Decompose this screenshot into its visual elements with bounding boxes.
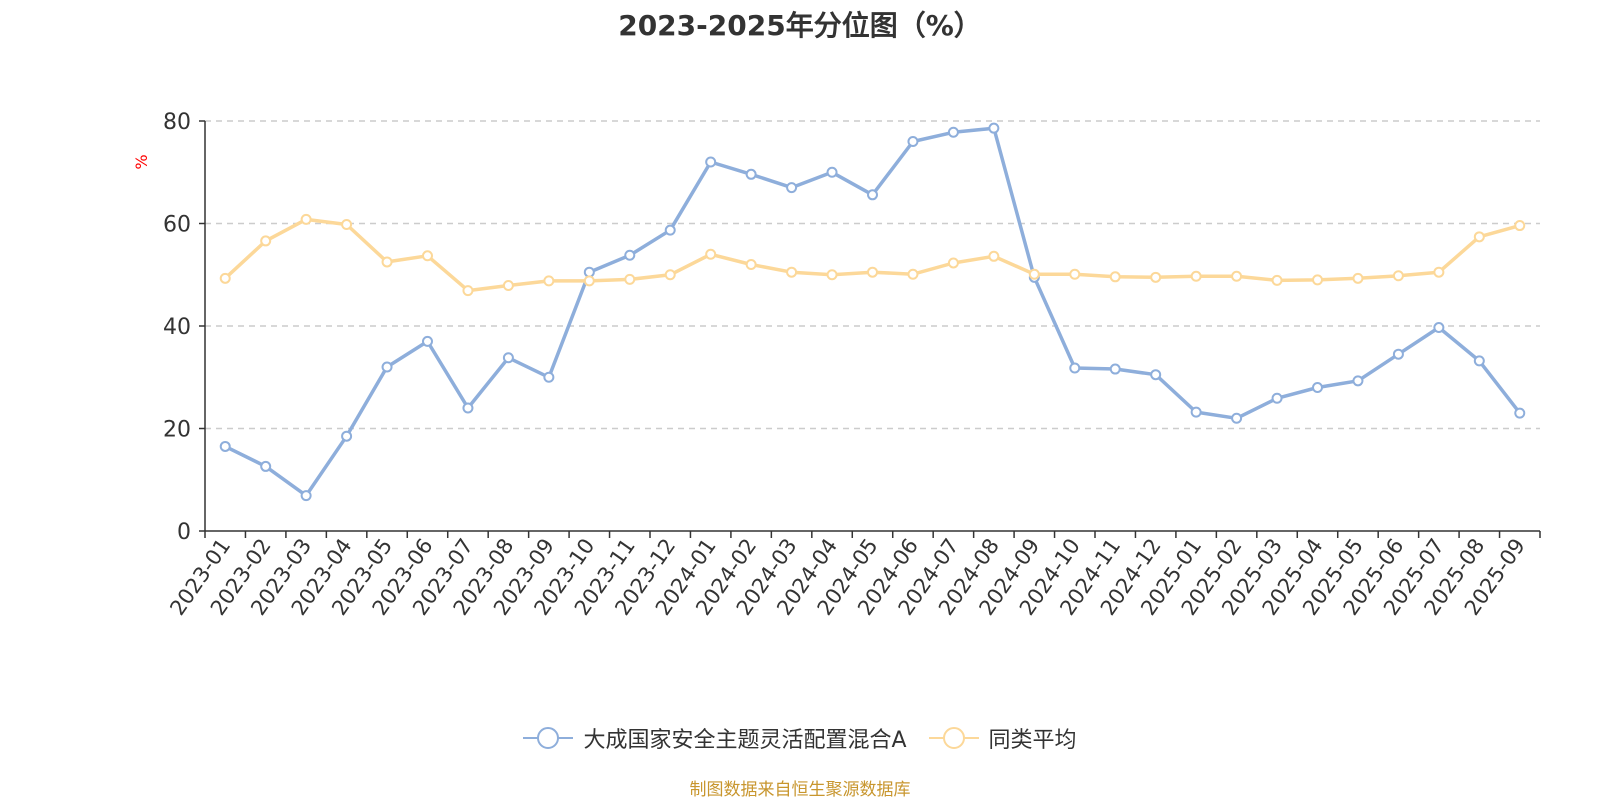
series-point-0[interactable] — [462, 402, 474, 414]
series-point-0[interactable] — [260, 460, 272, 472]
series-point-1[interactable] — [502, 280, 514, 292]
series-point-1[interactable] — [1271, 274, 1283, 286]
series-point-0[interactable] — [1312, 382, 1323, 393]
legend-fund-icon — [523, 727, 574, 749]
series-point-0[interactable] — [1190, 406, 1202, 418]
series-point-0[interactable] — [1231, 412, 1243, 424]
y-axis-unit-label: % — [132, 154, 151, 169]
series-point-0[interactable] — [988, 122, 1000, 134]
series-point-0[interactable] — [705, 156, 717, 168]
series-point-0[interactable] — [300, 490, 312, 502]
series-point-0[interactable] — [867, 189, 878, 201]
series-point-0[interactable] — [219, 440, 231, 452]
series-point-1[interactable] — [1392, 270, 1404, 282]
y-tick-label: 20 — [163, 418, 191, 443]
series-point-0[interactable] — [1352, 375, 1364, 387]
y-tick-label: 80 — [163, 110, 191, 135]
chart-title: 2023-2025年分位图（%） — [618, 9, 982, 42]
series-point-1[interactable] — [664, 269, 676, 281]
series-point-1[interactable] — [1190, 270, 1202, 282]
series-point-1[interactable] — [1473, 231, 1485, 243]
series-point-0[interactable] — [1514, 407, 1526, 419]
series-point-1[interactable] — [1028, 268, 1040, 280]
y-tick-label: 0 — [177, 520, 191, 545]
series-point-1[interactable] — [1150, 271, 1162, 283]
series-point-1[interactable] — [1312, 274, 1323, 286]
legend-average-icon — [928, 727, 979, 749]
series-point-1[interactable] — [583, 275, 595, 287]
source-note: 制图数据来自恒生聚源数据库 — [689, 780, 911, 800]
legend-label-average: 同类平均 — [988, 728, 1077, 753]
series-point-1[interactable] — [422, 250, 433, 262]
series-point-1[interactable] — [786, 266, 798, 278]
series-point-0[interactable] — [1433, 322, 1445, 334]
series-point-1[interactable] — [947, 257, 959, 269]
series-point-1[interactable] — [1514, 220, 1526, 232]
series-point-1[interactable] — [300, 213, 312, 225]
series-point-1[interactable] — [624, 273, 636, 285]
series-point-0[interactable] — [502, 352, 514, 364]
series-point-1[interactable] — [705, 248, 717, 260]
y-tick-label: 40 — [163, 315, 191, 340]
series-point-0[interactable] — [1271, 392, 1283, 404]
series-point-0[interactable] — [1150, 369, 1162, 381]
series-point-0[interactable] — [1069, 362, 1081, 374]
series-point-1[interactable] — [907, 268, 919, 280]
series-point-0[interactable] — [947, 126, 959, 138]
series-point-0[interactable] — [907, 136, 919, 147]
series-point-1[interactable] — [219, 272, 231, 284]
series-point-0[interactable] — [1109, 363, 1121, 375]
series-point-0[interactable] — [1392, 348, 1404, 360]
series-line-1 — [223, 217, 1522, 293]
series-point-0[interactable] — [624, 249, 636, 261]
series-point-0[interactable] — [341, 430, 353, 442]
series-point-1[interactable] — [826, 269, 838, 281]
series-point-1[interactable] — [462, 285, 474, 297]
series-point-1[interactable] — [381, 256, 393, 268]
series-point-1[interactable] — [260, 235, 272, 247]
legend-item-average[interactable]: 同类平均 — [928, 722, 1077, 754]
series-point-1[interactable] — [867, 266, 878, 278]
series-layer — [219, 122, 1526, 502]
series-point-1[interactable] — [543, 275, 555, 287]
series-point-1[interactable] — [1433, 266, 1445, 278]
legend-item-fund[interactable]: 大成国家安全主题灵活配置混合A — [523, 722, 907, 754]
series-point-0[interactable] — [745, 168, 757, 180]
grid-layer — [205, 120, 1540, 430]
legend: 大成国家安全主题灵活配置混合A 同类平均 — [0, 722, 1600, 754]
series-point-1[interactable] — [1231, 270, 1243, 282]
series-point-0[interactable] — [381, 361, 393, 373]
series-line-0 — [223, 126, 1522, 498]
series-point-1[interactable] — [1352, 272, 1364, 284]
y-tick-label: 60 — [163, 213, 191, 238]
legend-label-fund: 大成国家安全主题灵活配置混合A — [583, 728, 907, 753]
series-point-1[interactable] — [1109, 271, 1121, 283]
series-point-1[interactable] — [988, 250, 1000, 262]
series-point-0[interactable] — [543, 371, 555, 383]
series-point-1[interactable] — [745, 259, 757, 270]
series-point-0[interactable] — [1473, 355, 1485, 367]
series-point-1[interactable] — [1069, 268, 1081, 280]
series-point-0[interactable] — [583, 266, 595, 278]
series-point-1[interactable] — [341, 219, 353, 231]
series-point-0[interactable] — [422, 335, 433, 347]
series-point-0[interactable] — [664, 224, 676, 236]
axis-layer: 0204060802023-012023-022023-032023-04202… — [163, 110, 1541, 620]
series-point-0[interactable] — [786, 182, 798, 194]
series-point-0[interactable] — [826, 166, 838, 178]
